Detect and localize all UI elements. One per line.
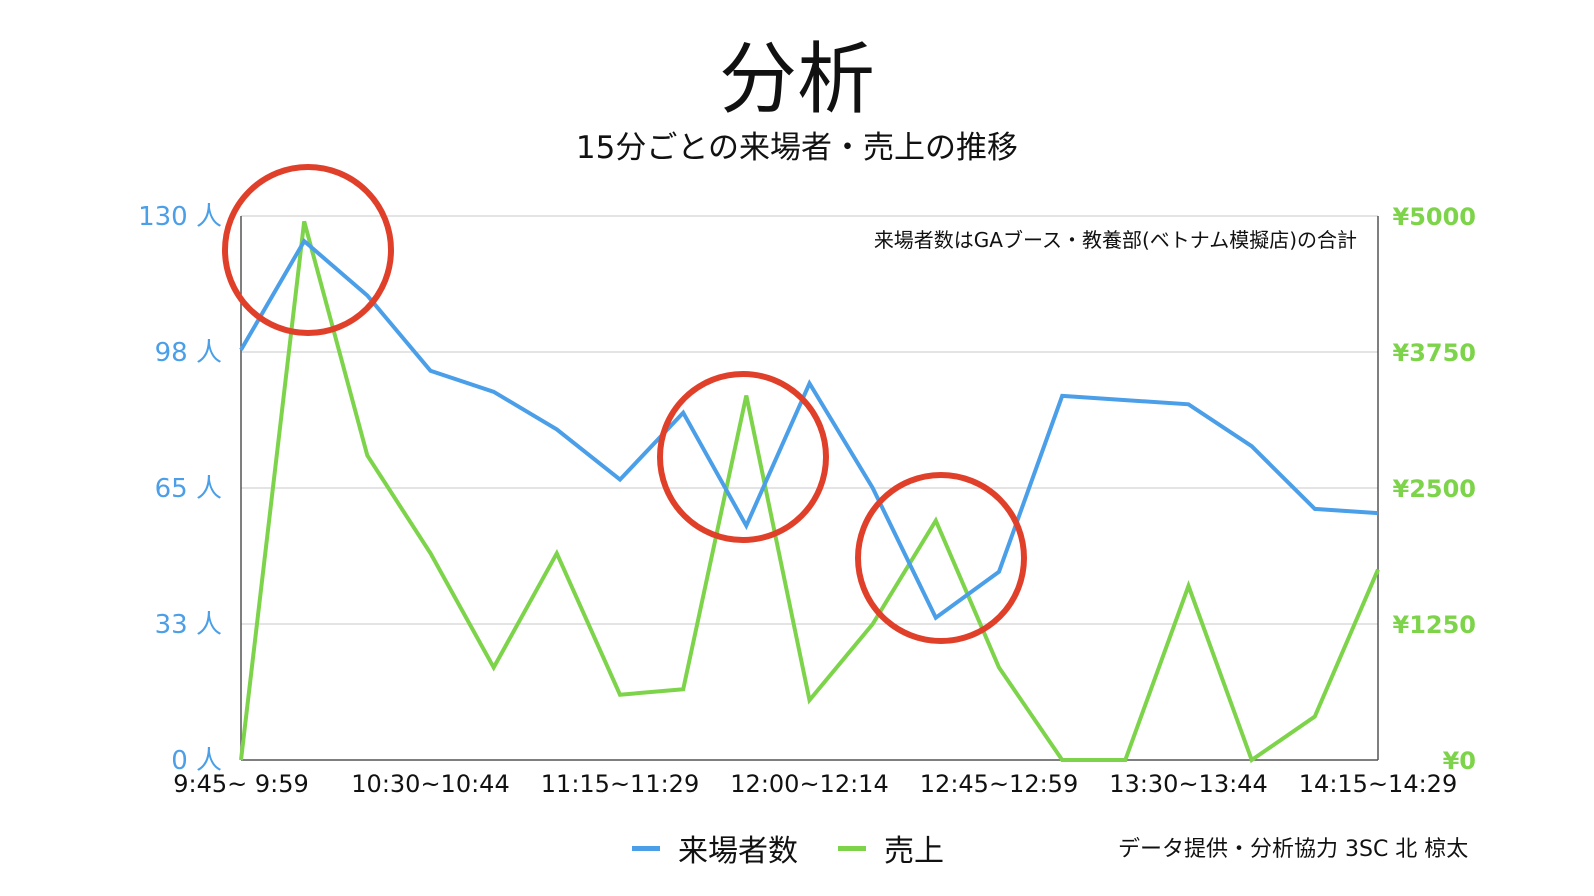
highlight-circle xyxy=(657,371,829,543)
y-right-tick-label: ¥1250 xyxy=(1393,611,1477,639)
x-tick-label: 10:30~10:44 xyxy=(351,770,509,798)
y-right-tick-label: ¥0 xyxy=(1443,747,1476,775)
x-tick-label: 14:15~14:29 xyxy=(1299,770,1457,798)
legend-item-visitors: 来場者数 xyxy=(632,826,798,870)
y-right-tick-label: ¥2500 xyxy=(1393,475,1477,503)
highlight-circle xyxy=(222,164,394,336)
page-title: 分析 xyxy=(718,35,875,125)
x-tick-label: 12:00~12:14 xyxy=(730,770,888,798)
legend-label-sales: 売上 xyxy=(884,834,944,869)
highlight-circle xyxy=(855,472,1027,644)
series-line-sales xyxy=(239,220,1380,764)
legend-label-visitors: 来場者数 xyxy=(678,834,798,869)
chart-annotation: 来場者数はGAブース・教養部(ベトナム模擬店)の合計 xyxy=(874,228,1357,252)
y-left-tick-label: 0 人 xyxy=(171,746,222,776)
x-tick-label: 9:45~ 9:59 xyxy=(173,770,309,798)
legend-swatch-sales xyxy=(838,845,866,851)
y-left-tick-label: 130 人 xyxy=(138,202,222,232)
y-right-tick-label: ¥3750 xyxy=(1393,339,1477,367)
x-tick-label: 13:30~13:44 xyxy=(1109,770,1267,798)
legend-swatch-visitors xyxy=(632,845,660,851)
y-right-tick-label: ¥5000 xyxy=(1393,203,1477,231)
page-subtitle: 15分ごとの来場者・売上の推移 xyxy=(575,130,1019,166)
credit-text: データ提供・分析協力 3SC 北 椋太 xyxy=(1118,837,1469,862)
x-tick-label: 12:45~12:59 xyxy=(920,770,1078,798)
y-left-tick-label: 65 人 xyxy=(155,474,222,504)
y-left-tick-label: 98 人 xyxy=(155,338,222,368)
legend-item-sales: 売上 xyxy=(838,826,944,870)
y-left-tick-label: 33 人 xyxy=(155,610,222,640)
series-line-visitors xyxy=(239,238,1379,621)
x-tick-label: 11:15~11:29 xyxy=(541,770,699,798)
